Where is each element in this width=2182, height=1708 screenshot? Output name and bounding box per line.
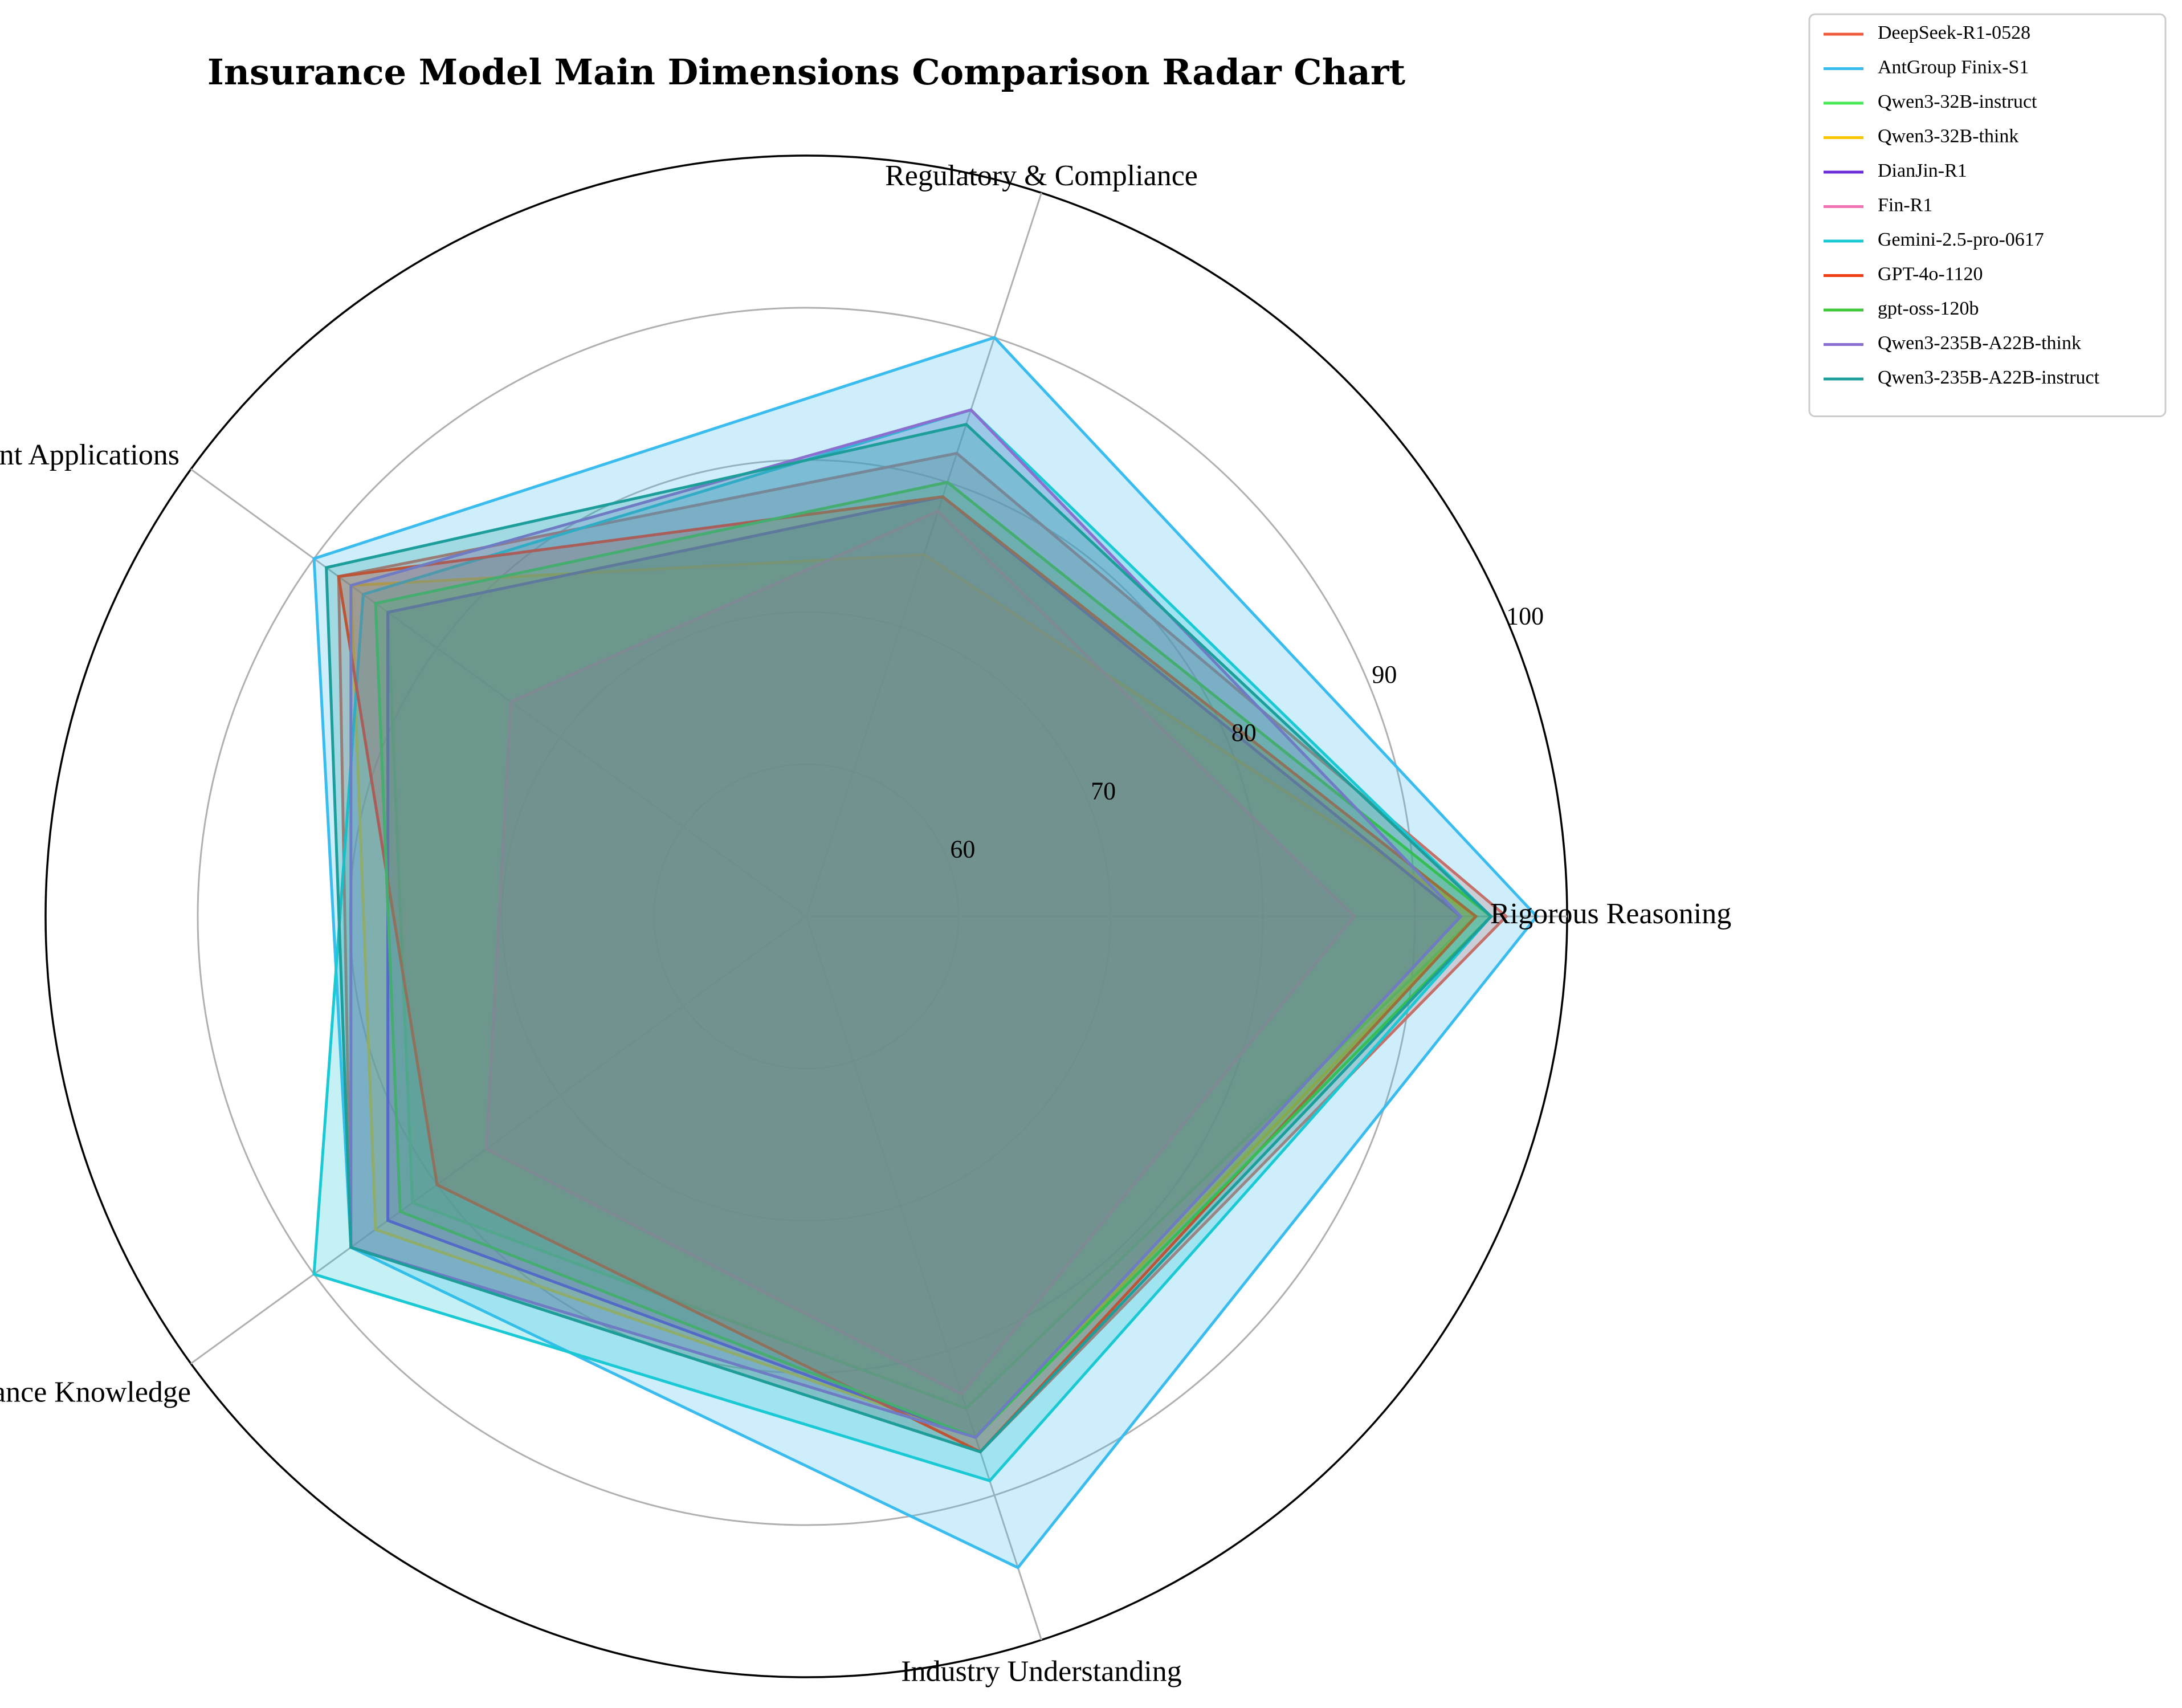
legend-item-label: gpt-oss-120b bbox=[1878, 298, 1979, 319]
tick-label: 100 bbox=[1506, 602, 1544, 630]
axis-label: Agent Applications bbox=[0, 439, 180, 471]
legend-item-label: Qwen3-235B-A22B-instruct bbox=[1878, 367, 2100, 388]
tick-label: 90 bbox=[1372, 661, 1397, 688]
radar-series bbox=[312, 336, 1539, 1570]
series-polygon-0 bbox=[337, 451, 1508, 1454]
spoke-2 bbox=[190, 468, 807, 918]
legend-item-label: DianJin-R1 bbox=[1878, 160, 1967, 181]
legend-item-label: Fin-R1 bbox=[1878, 194, 1932, 215]
tick-label: 70 bbox=[1091, 777, 1116, 805]
legend-item-label: Qwen3-235B-A22B-think bbox=[1878, 332, 2081, 353]
axis-label: Industry Understanding bbox=[901, 1656, 1181, 1688]
axis-label: Insurance Knowledge bbox=[0, 1376, 191, 1409]
spoke-3 bbox=[190, 915, 807, 1364]
legend-item-label: DeepSeek-R1-0528 bbox=[1878, 22, 2030, 43]
spoke-4 bbox=[805, 916, 1042, 1641]
series-polygon-10 bbox=[325, 422, 1494, 1454]
radar-grid bbox=[44, 154, 1568, 1678]
legend-box bbox=[1808, 13, 2167, 417]
legend: DeepSeek-R1-0528 AntGroup Finix-S1 Qwen3-3… bbox=[1808, 13, 2167, 417]
legend-item-label: Qwen3-32B-think bbox=[1878, 125, 2018, 146]
legend-item-label: Gemini-2.5-pro-0617 bbox=[1878, 229, 2044, 250]
series-polygon-8 bbox=[374, 480, 1494, 1440]
series-polygon-1 bbox=[312, 336, 1539, 1570]
series-polygon-9 bbox=[349, 408, 1463, 1440]
axis-label: Rigorous Reasoning bbox=[1490, 898, 1731, 930]
axis-label: Regulatory & Compliance bbox=[885, 160, 1198, 192]
tick-label: 80 bbox=[1231, 719, 1257, 747]
series-polygon-5 bbox=[484, 509, 1356, 1396]
radar-labels: 60 70 80 90 100 Rigorous Reasoning Regulatory … bbox=[0, 160, 1731, 1687]
tick-label: 60 bbox=[950, 835, 975, 863]
series-polygon-3 bbox=[349, 553, 1478, 1440]
chart-title: Insurance Model Main Dimensions Comparis… bbox=[207, 51, 1406, 93]
legend-item-label: AntGroup Finix-S1 bbox=[1878, 56, 2029, 78]
legend-item-label: GPT-4o-1120 bbox=[1878, 263, 1983, 284]
legend-item-label: Qwen3-32B-instruct bbox=[1878, 91, 2037, 112]
